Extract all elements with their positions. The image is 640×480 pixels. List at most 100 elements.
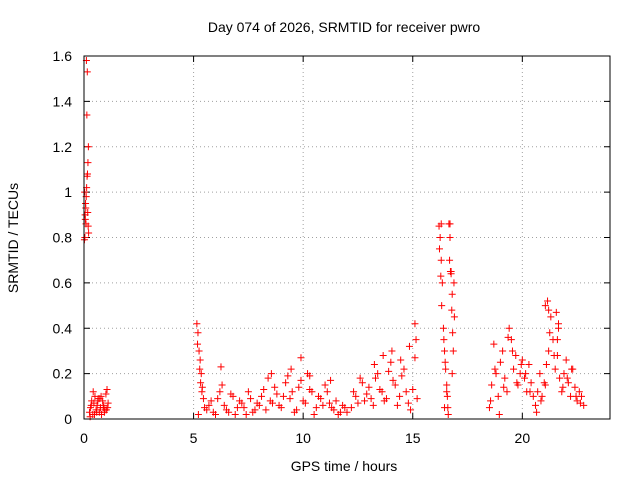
data-point (240, 404, 248, 412)
data-point (83, 68, 91, 76)
data-point (236, 397, 244, 405)
data-point (379, 351, 387, 359)
data-point (347, 404, 355, 412)
data-point (437, 220, 445, 228)
data-point (94, 397, 102, 405)
data-point (562, 356, 570, 364)
x-tick-label: 0 (80, 430, 88, 446)
data-point (194, 329, 202, 337)
data-point (558, 388, 566, 396)
data-point (448, 290, 456, 298)
x-tick-label: 5 (190, 430, 198, 446)
data-point (217, 363, 225, 371)
data-point (527, 379, 535, 387)
data-point (404, 399, 412, 407)
data-point (545, 347, 553, 355)
data-point (397, 356, 405, 364)
plot-frame (83, 55, 611, 420)
data-point (385, 367, 393, 375)
data-point (441, 404, 449, 412)
data-points (80, 57, 588, 421)
data-point (575, 388, 583, 396)
data-point (409, 386, 417, 394)
data-point (438, 302, 446, 310)
data-point (441, 347, 449, 355)
data-point (556, 374, 564, 382)
data-point (332, 397, 340, 405)
data-point (315, 392, 323, 400)
data-point (197, 370, 205, 378)
data-point (560, 370, 568, 378)
data-point (529, 392, 537, 400)
data-point (534, 388, 542, 396)
data-point (356, 374, 364, 382)
data-point (295, 383, 303, 391)
data-point (310, 410, 318, 418)
data-point (435, 245, 443, 253)
data-point (500, 383, 508, 391)
data-point (568, 365, 576, 373)
data-point (84, 170, 92, 178)
data-point (198, 388, 206, 396)
data-point (559, 383, 567, 391)
data-point (518, 356, 526, 364)
data-point (82, 199, 90, 207)
data-point (495, 410, 503, 418)
data-point (306, 386, 314, 394)
data-point (325, 399, 333, 407)
data-point (513, 379, 521, 387)
data-point (496, 358, 504, 366)
data-point (323, 388, 331, 396)
data-point (538, 392, 546, 400)
data-point (358, 379, 366, 387)
data-point (103, 386, 111, 394)
data-point (563, 374, 571, 382)
data-point (522, 370, 530, 378)
data-point (510, 365, 518, 373)
data-point (194, 410, 202, 418)
data-point (297, 376, 305, 384)
data-point (209, 408, 217, 416)
data-point (501, 374, 509, 382)
data-point (446, 256, 454, 264)
data-point (81, 188, 89, 196)
y-tick-label: 0.2 (53, 366, 73, 382)
data-point (85, 229, 93, 237)
data-point (218, 381, 226, 389)
data-point (450, 279, 458, 287)
data-point (233, 404, 241, 412)
data-point (512, 351, 520, 359)
data-point (242, 410, 250, 418)
data-point (260, 386, 268, 394)
data-point (363, 390, 371, 398)
data-point (341, 404, 349, 412)
x-tick-label: 15 (405, 430, 421, 446)
data-point (550, 351, 558, 359)
data-point (388, 347, 396, 355)
data-point (374, 370, 382, 378)
data-point (87, 401, 95, 409)
data-point (441, 358, 449, 366)
data-point (444, 410, 452, 418)
data-point (84, 209, 92, 217)
data-point (553, 336, 561, 344)
data-point (97, 392, 105, 400)
data-point (448, 306, 456, 314)
data-point (396, 392, 404, 400)
data-point (494, 392, 502, 400)
data-point (446, 234, 454, 241)
data-point (443, 381, 451, 389)
data-point (521, 374, 529, 382)
chart-title: Day 074 of 2026, SRMTID for receiver pwr… (208, 19, 481, 35)
x-tick-label: 10 (295, 430, 311, 446)
data-point (387, 358, 395, 366)
data-point (247, 395, 255, 403)
data-point (437, 256, 445, 264)
data-point (440, 336, 448, 344)
data-point (405, 342, 413, 350)
data-point (104, 404, 112, 412)
data-point (253, 399, 261, 407)
data-point (288, 388, 296, 396)
data-point (297, 354, 305, 362)
